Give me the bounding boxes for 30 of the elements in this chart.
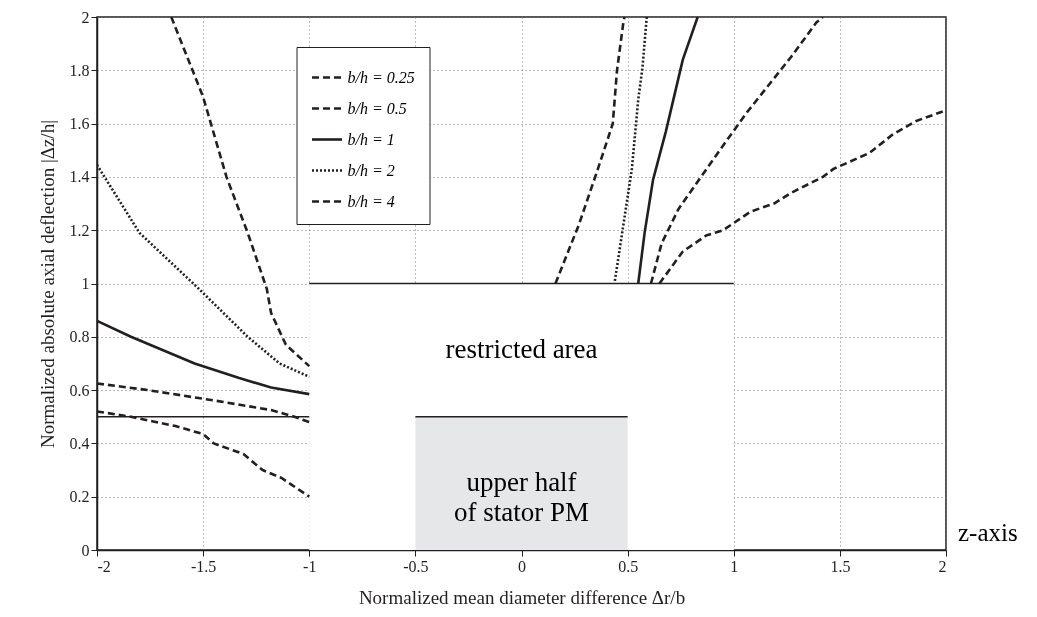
y-tick-label: 0 xyxy=(81,541,90,559)
series-label: upper half of stator PM xyxy=(454,467,589,528)
legend-label: b/h = 4 xyxy=(347,192,395,210)
x-tick-label: 2 xyxy=(938,557,947,575)
y-tick-label: 0.6 xyxy=(69,381,90,399)
x-tick-label: 0 xyxy=(518,557,526,575)
x-tick-label: 0.5 xyxy=(618,557,639,575)
y-axis-title: Normalized absolute axial deflection |Δz/h| xyxy=(36,120,58,448)
x-tick-label: 1.5 xyxy=(830,557,851,575)
series-label: restricted area xyxy=(445,334,598,365)
y-tick-label: 0.2 xyxy=(69,488,90,506)
x-tick-label: -1 xyxy=(303,557,317,575)
y-tick-label: 2 xyxy=(81,8,90,26)
x-tick-label: 1 xyxy=(730,557,739,575)
y-tick-label: 1.4 xyxy=(69,168,90,186)
legend-label: b/h = 2 xyxy=(347,161,395,179)
y-tick-label: 0.8 xyxy=(69,328,90,346)
y-tick-label: 1.2 xyxy=(69,221,90,239)
x-tick-label: -1.5 xyxy=(190,557,217,575)
legend-label: b/h = 0.25 xyxy=(347,68,415,86)
y-tick-label: 0.4 xyxy=(69,434,90,452)
y-tick-label: 1.8 xyxy=(69,61,90,79)
y-tick-label: 1.6 xyxy=(69,115,90,133)
x-tick-label: -0.5 xyxy=(403,557,429,575)
y-tick-label: 1 xyxy=(81,275,90,292)
legend-label: b/h = 0.5 xyxy=(347,99,407,117)
x-tick-label: -2 xyxy=(97,557,111,575)
legend-label: b/h = 1 xyxy=(347,130,395,148)
x-axis-title: Normalized mean diameter difference Δr/b xyxy=(358,586,686,608)
text: z-axis xyxy=(958,519,1018,546)
